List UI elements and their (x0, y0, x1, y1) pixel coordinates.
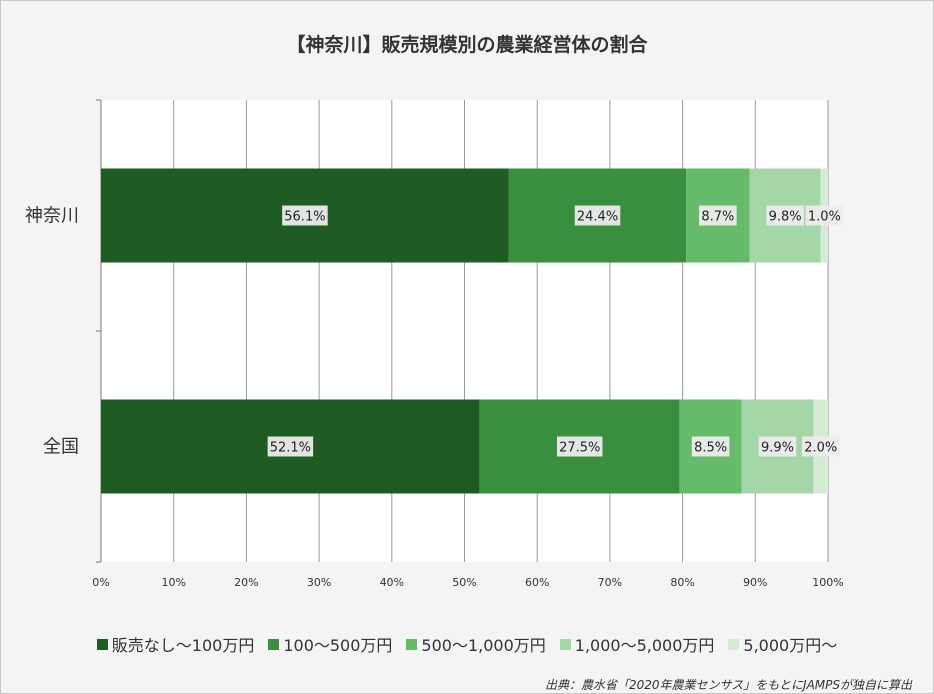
category-label: 神奈川 (25, 206, 79, 227)
data-label-box (805, 205, 844, 226)
chart-legend: 販売なし～100万円 100～500万円 500～1,000万円 1,000～5,00… (0, 632, 934, 656)
x-tick-label: 0% (92, 576, 109, 589)
source-note: 出典：農水省「2020年農業センサス」をもとにJAMPSが独自に算出 (544, 678, 912, 692)
legend-label: 5,000万円～ (743, 636, 838, 655)
legend-swatch (728, 638, 740, 650)
legend-label: 販売なし～100万円 (111, 636, 255, 655)
x-tick-label: 60% (525, 576, 549, 589)
data-label-box (556, 436, 603, 457)
x-tick-label: 50% (452, 576, 476, 589)
x-tick-label: 70% (598, 576, 622, 589)
data-label: 24.4% (577, 210, 618, 225)
data-label: 56.1% (284, 210, 325, 225)
category-label: 全国 (43, 437, 79, 458)
data-label-box (282, 205, 328, 226)
legend-swatch (406, 638, 418, 650)
data-label: 8.7% (701, 210, 734, 225)
data-label-box (766, 205, 804, 226)
data-label: 9.9% (761, 441, 794, 456)
x-tick-label: 40% (380, 576, 404, 589)
legend-swatch (96, 638, 108, 650)
data-label-box (691, 436, 730, 457)
legend-swatch (268, 638, 280, 650)
x-tick-label: 100% (812, 576, 843, 589)
x-tick-label: 30% (307, 576, 331, 589)
data-label-box (267, 436, 314, 457)
data-label: 52.1% (270, 441, 311, 456)
legend-label: 1,000～5,000万円 (574, 636, 715, 655)
data-label-box (574, 205, 621, 226)
legend-item: 販売なし～100万円 (96, 632, 255, 656)
x-tick-label: 90% (743, 576, 767, 589)
data-label: 2.0% (804, 441, 837, 456)
x-tick-label: 80% (670, 576, 694, 589)
legend-label: 100～500万円 (283, 636, 393, 655)
legend-swatch (559, 638, 571, 650)
data-label: 8.5% (694, 441, 727, 456)
x-tick-label: 20% (234, 576, 258, 589)
legend-label: 500～1,000万円 (421, 636, 546, 655)
data-label: 27.5% (559, 441, 600, 456)
data-label: 9.8% (769, 210, 802, 225)
legend-item: 500～1,000万円 (406, 632, 546, 656)
data-label-box (699, 205, 737, 226)
chart-title: 【神奈川】販売規模別の農業経営体の割合 (286, 34, 648, 56)
legend-item: 100～500万円 (268, 632, 392, 656)
x-tick-label: 10% (161, 576, 185, 589)
data-label-box (758, 436, 797, 457)
data-label: 1.0% (808, 210, 841, 225)
legend-item: 1,000～5,000万円 (559, 632, 715, 656)
data-label-box (801, 436, 840, 457)
legend-item: 5,000万円～ (728, 632, 837, 656)
